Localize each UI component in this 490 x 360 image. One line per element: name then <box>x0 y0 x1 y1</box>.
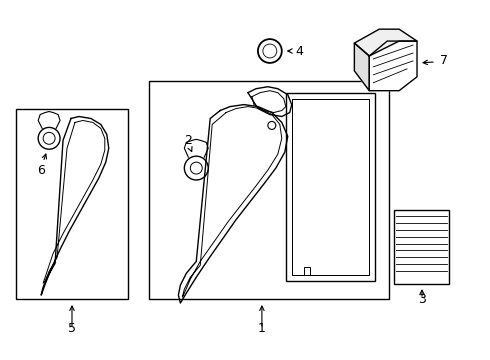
Text: 5: 5 <box>68 322 76 336</box>
Text: 7: 7 <box>440 54 448 67</box>
Polygon shape <box>369 41 417 91</box>
Text: 4: 4 <box>296 45 304 58</box>
Bar <box>394 210 449 284</box>
Text: 2: 2 <box>184 134 192 147</box>
Text: 3: 3 <box>418 293 426 306</box>
Bar <box>16 109 128 299</box>
Polygon shape <box>354 43 369 91</box>
Bar <box>292 99 369 275</box>
Polygon shape <box>354 29 417 56</box>
Text: 1: 1 <box>258 322 266 336</box>
Text: 6: 6 <box>37 163 45 176</box>
Bar <box>286 93 375 281</box>
Bar <box>148 81 389 299</box>
